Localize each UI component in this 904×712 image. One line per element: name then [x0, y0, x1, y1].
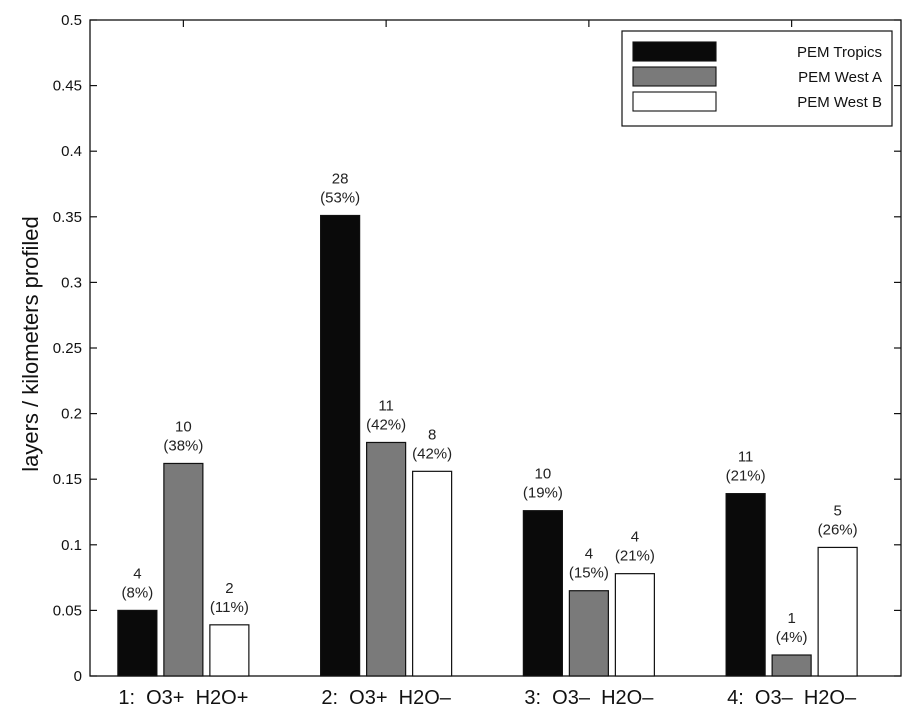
legend-label: PEM West B: [797, 94, 882, 111]
bar-percent-label: (15%): [569, 565, 609, 582]
x-category-label: 4: O3– H2O–: [727, 687, 857, 709]
bar-pem-tropics: [117, 609, 158, 677]
bar-percent-label: (42%): [366, 416, 406, 433]
bar-pem-west-a: [771, 654, 812, 677]
y-tick-label: 0.45: [53, 78, 82, 95]
bar-count-label: 5: [833, 502, 841, 519]
y-tick-label: 0: [74, 668, 82, 685]
x-category-label: 1: O3+ H2O+: [118, 687, 248, 709]
bar-count-label: 8: [428, 426, 436, 443]
legend-label: PEM Tropics: [797, 44, 882, 61]
bar-count-label: 4: [585, 546, 593, 563]
bar-count-label: 28: [332, 170, 349, 187]
y-tick-label: 0.25: [53, 340, 82, 357]
y-tick-label: 0.1: [61, 537, 82, 554]
bar-count-label: 4: [631, 529, 639, 546]
bar-percent-label: (19%): [523, 485, 563, 502]
bar-pem-west-a: [366, 441, 407, 677]
legend-swatch-pem-tropics: [632, 41, 717, 62]
bar-percent-label: (42%): [412, 445, 452, 462]
y-tick-label: 0.3: [61, 274, 82, 291]
bar-pem-west-b: [412, 470, 453, 677]
x-category-label: 3: O3– H2O–: [524, 687, 654, 709]
bar-pem-tropics: [522, 510, 563, 677]
bar-pem-west-a: [163, 462, 204, 677]
legend-swatch-pem-west-a: [632, 66, 717, 87]
bar-count-label: 4: [133, 565, 141, 582]
legend-label: PEM West A: [798, 69, 882, 86]
bar-count-label: 10: [535, 466, 552, 483]
bar-count-label: 11: [378, 397, 394, 414]
bar-count-label: 11: [738, 449, 754, 466]
y-tick-label: 0.35: [53, 209, 82, 226]
bar-count-label: 2: [225, 580, 233, 597]
bar-percent-label: (38%): [163, 437, 203, 454]
legend-swatch-pem-west-b: [632, 91, 717, 112]
bar-percent-label: (21%): [726, 468, 766, 485]
bar-pem-west-b: [817, 546, 858, 677]
y-tick-label: 0.05: [53, 602, 82, 619]
bar-percent-label: (4%): [776, 629, 808, 646]
bar-labels-group: 4(8%)28(53%)10(19%)11(21%)10(38%)11(42%)…: [122, 170, 858, 646]
bar-percent-label: (8%): [122, 584, 154, 601]
bar-pem-west-b: [614, 573, 655, 677]
bar-pem-west-a: [568, 590, 609, 677]
bar-percent-label: (53%): [320, 189, 360, 206]
y-tick-label: 0.4: [61, 143, 82, 160]
y-tick-label: 0.5: [61, 12, 82, 29]
bars-group: [117, 214, 858, 677]
bar-count-label: 1: [787, 610, 795, 627]
bar-pem-tropics: [320, 214, 361, 677]
x-category-label: 2: O3+ H2O–: [321, 687, 451, 709]
bar-percent-label: (11%): [210, 599, 249, 616]
y-axis-label: layers / kilometers profiled: [18, 216, 43, 472]
bar-pem-tropics: [725, 493, 766, 677]
axes-group: 0 0.05 0.1 0.15 0.2 0.25 0.3 0.35 0.4 0.45 0.5 1: O…: [53, 12, 902, 709]
bar-pem-west-b: [209, 624, 250, 677]
legend: PEM Tropics PEM West A PEM West B: [621, 30, 893, 127]
y-tick-label: 0.2: [61, 406, 82, 423]
bar-percent-label: (21%): [615, 548, 655, 565]
bar-percent-label: (26%): [818, 521, 858, 538]
bar-count-label: 10: [175, 418, 192, 435]
y-tick-label: 0.15: [53, 471, 82, 488]
